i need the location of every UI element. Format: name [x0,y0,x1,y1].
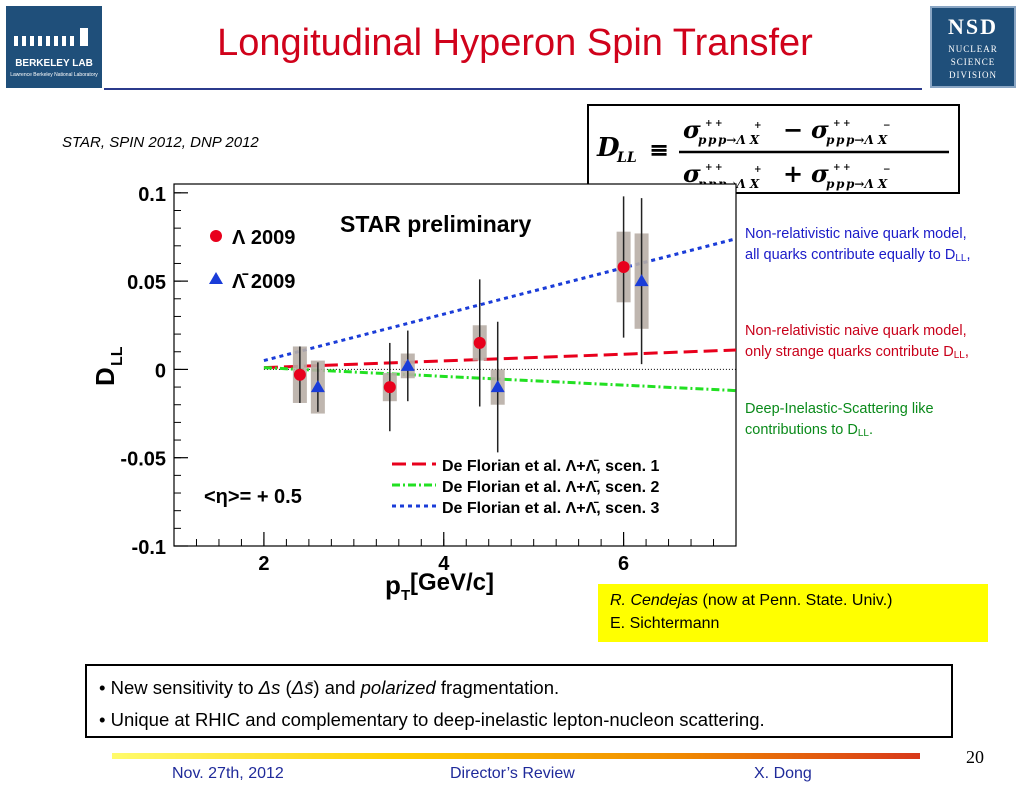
x-tick-label: 2 [258,553,269,575]
legend-antilambda-marker [209,272,223,284]
svg-text:p: p [708,133,717,147]
formula-num-sigma-a: σ [683,115,701,144]
svg-text:p→Λ X: p→Λ X [846,177,888,191]
page-number: 20 [966,747,984,767]
credit-box: R. Cendejas (now at Penn. State. Univ.) … [598,584,988,642]
legend-lambda-marker [210,230,222,242]
formula-proc-1: p→Λ X [718,133,760,147]
berkeley-lab-tagline: Lawrence Berkeley National Laboratory [10,72,98,78]
bullet-1: • New sensitivity to Δs (Δs̄) and polari… [99,677,560,698]
note-scenario-2: Non-relativistic naive quark model, only… [745,323,969,361]
eta-label: <η>= + 0.5 [204,486,302,508]
svg-text:+: + [843,119,851,129]
footer-date: Nov. 27th, 2012 [172,765,284,782]
nsd-line-2: SCIENCE [950,57,996,67]
svg-text:+: + [715,119,723,129]
y-tick-label: 0 [155,360,166,382]
svg-text:+: + [833,119,841,129]
svg-text:p: p [698,133,707,147]
formula-lhs: D [596,133,620,163]
slide-subtitle: STAR, SPIN 2012, DNP 2012 [62,134,259,151]
svg-text:+: + [705,119,713,129]
legend-lambda-label: Λ 2009 [232,227,295,249]
summary-box: • New sensitivity to Δs (Δs̄) and polari… [85,664,953,738]
antilambda-point [400,358,415,371]
dll-formula: D LL ≡ σ p + p + p→Λ X + − σ p + p + p→Λ… [587,104,960,194]
legend-scen2-label: De Florian et al. Λ+Λ̄, scen. 2 [442,479,660,496]
slide-title: Longitudinal Hyperon Spin Transfer [217,22,813,64]
svg-text:+: + [754,121,762,131]
svg-text:p: p [836,177,845,191]
svg-text:+: + [833,163,841,173]
svg-text:[GeV/c]: [GeV/c] [410,569,494,596]
x-tick-label: 4 [438,553,450,575]
y-axis-title: D LL [90,346,126,386]
antilambda-point [634,274,649,287]
svg-text:σ: σ [683,159,701,188]
antilambda-point [490,380,505,393]
legend-antilambda-label: Λ̄ 2009 [232,271,295,293]
legend-scen1-label: De Florian et al. Λ+Λ̄, scen. 1 [442,458,660,475]
lambda-point [293,368,306,381]
svg-text:p: p [836,133,845,147]
note-scenario-3: Deep-Inelastic-Scattering like contribut… [745,401,934,439]
y-tick-label: -0.1 [132,537,166,559]
formula-plus: + [783,159,803,188]
svg-text:−: − [883,121,891,131]
nsd-logo: NSD NUCLEAR SCIENCE DIVISION [930,6,1016,88]
credit-name: R. Cendejas [610,592,699,609]
chart-title: STAR preliminary [340,211,531,237]
bullet-2: • Unique at RHIC and complementary to de… [99,709,765,730]
curve-scen-3 [263,237,737,363]
formula-proc-2: p→Λ X [846,133,888,147]
y-tick-label: 0.1 [138,184,166,206]
dll-chart: 0.1 0.05 0 -0.05 -0.1 2 4 6 STAR preliminary Λ … [90,183,737,600]
berkeley-lab-skyline-icon [14,28,88,46]
formula-lhs-sub: LL [616,150,637,166]
svg-text:+: + [754,165,762,175]
formula-num-sigma-b: σ [811,115,829,144]
credit-affiliation: (now at Penn. State. Univ.) [698,592,893,609]
formula-minus: − [783,115,803,144]
svg-text:σ: σ [811,159,829,188]
formula-equiv: ≡ [649,135,669,164]
nsd-abbr: NSD [947,14,998,39]
footer-author: X. Dong [754,765,812,782]
legend-scen3-label: De Florian et al. Λ+Λ̄, scen. 3 [442,500,660,517]
x-axis-title: p T [GeV/c] [385,569,494,600]
credit-line-2: E. Sichtermann [610,615,720,632]
footer-event: Director’s Review [450,765,575,782]
svg-text:−: − [883,165,891,175]
y-tick-label: 0.05 [127,272,166,294]
note-scenario-1: Non-relativistic naive quark model, all … [745,226,971,264]
svg-text:p: p [385,570,401,600]
nsd-line-3: DIVISION [949,70,997,80]
y-tick-label: -0.05 [120,449,166,471]
svg-text:p: p [826,177,835,191]
svg-text:+: + [715,163,723,173]
svg-text:p: p [826,133,835,147]
x-tick-label: 6 [618,553,629,575]
antilambda-point [310,380,325,393]
svg-text:+: + [705,163,713,173]
footer-gradient-bar [112,753,920,759]
berkeley-lab-wordmark: BERKELEY LAB [15,58,93,69]
svg-text:+: + [843,163,851,173]
berkeley-lab-logo: BERKELEY LAB Lawrence Berkeley National … [6,6,102,88]
svg-text:D: D [90,367,120,386]
lambda-point [617,260,630,273]
title-underline [104,88,922,90]
svg-text:LL: LL [109,346,126,366]
lambda-point [473,336,486,349]
nsd-line-1: NUCLEAR [948,44,998,54]
lambda-point [383,381,396,394]
curve-scen-1 [263,348,737,370]
svg-text:T: T [401,587,410,600]
